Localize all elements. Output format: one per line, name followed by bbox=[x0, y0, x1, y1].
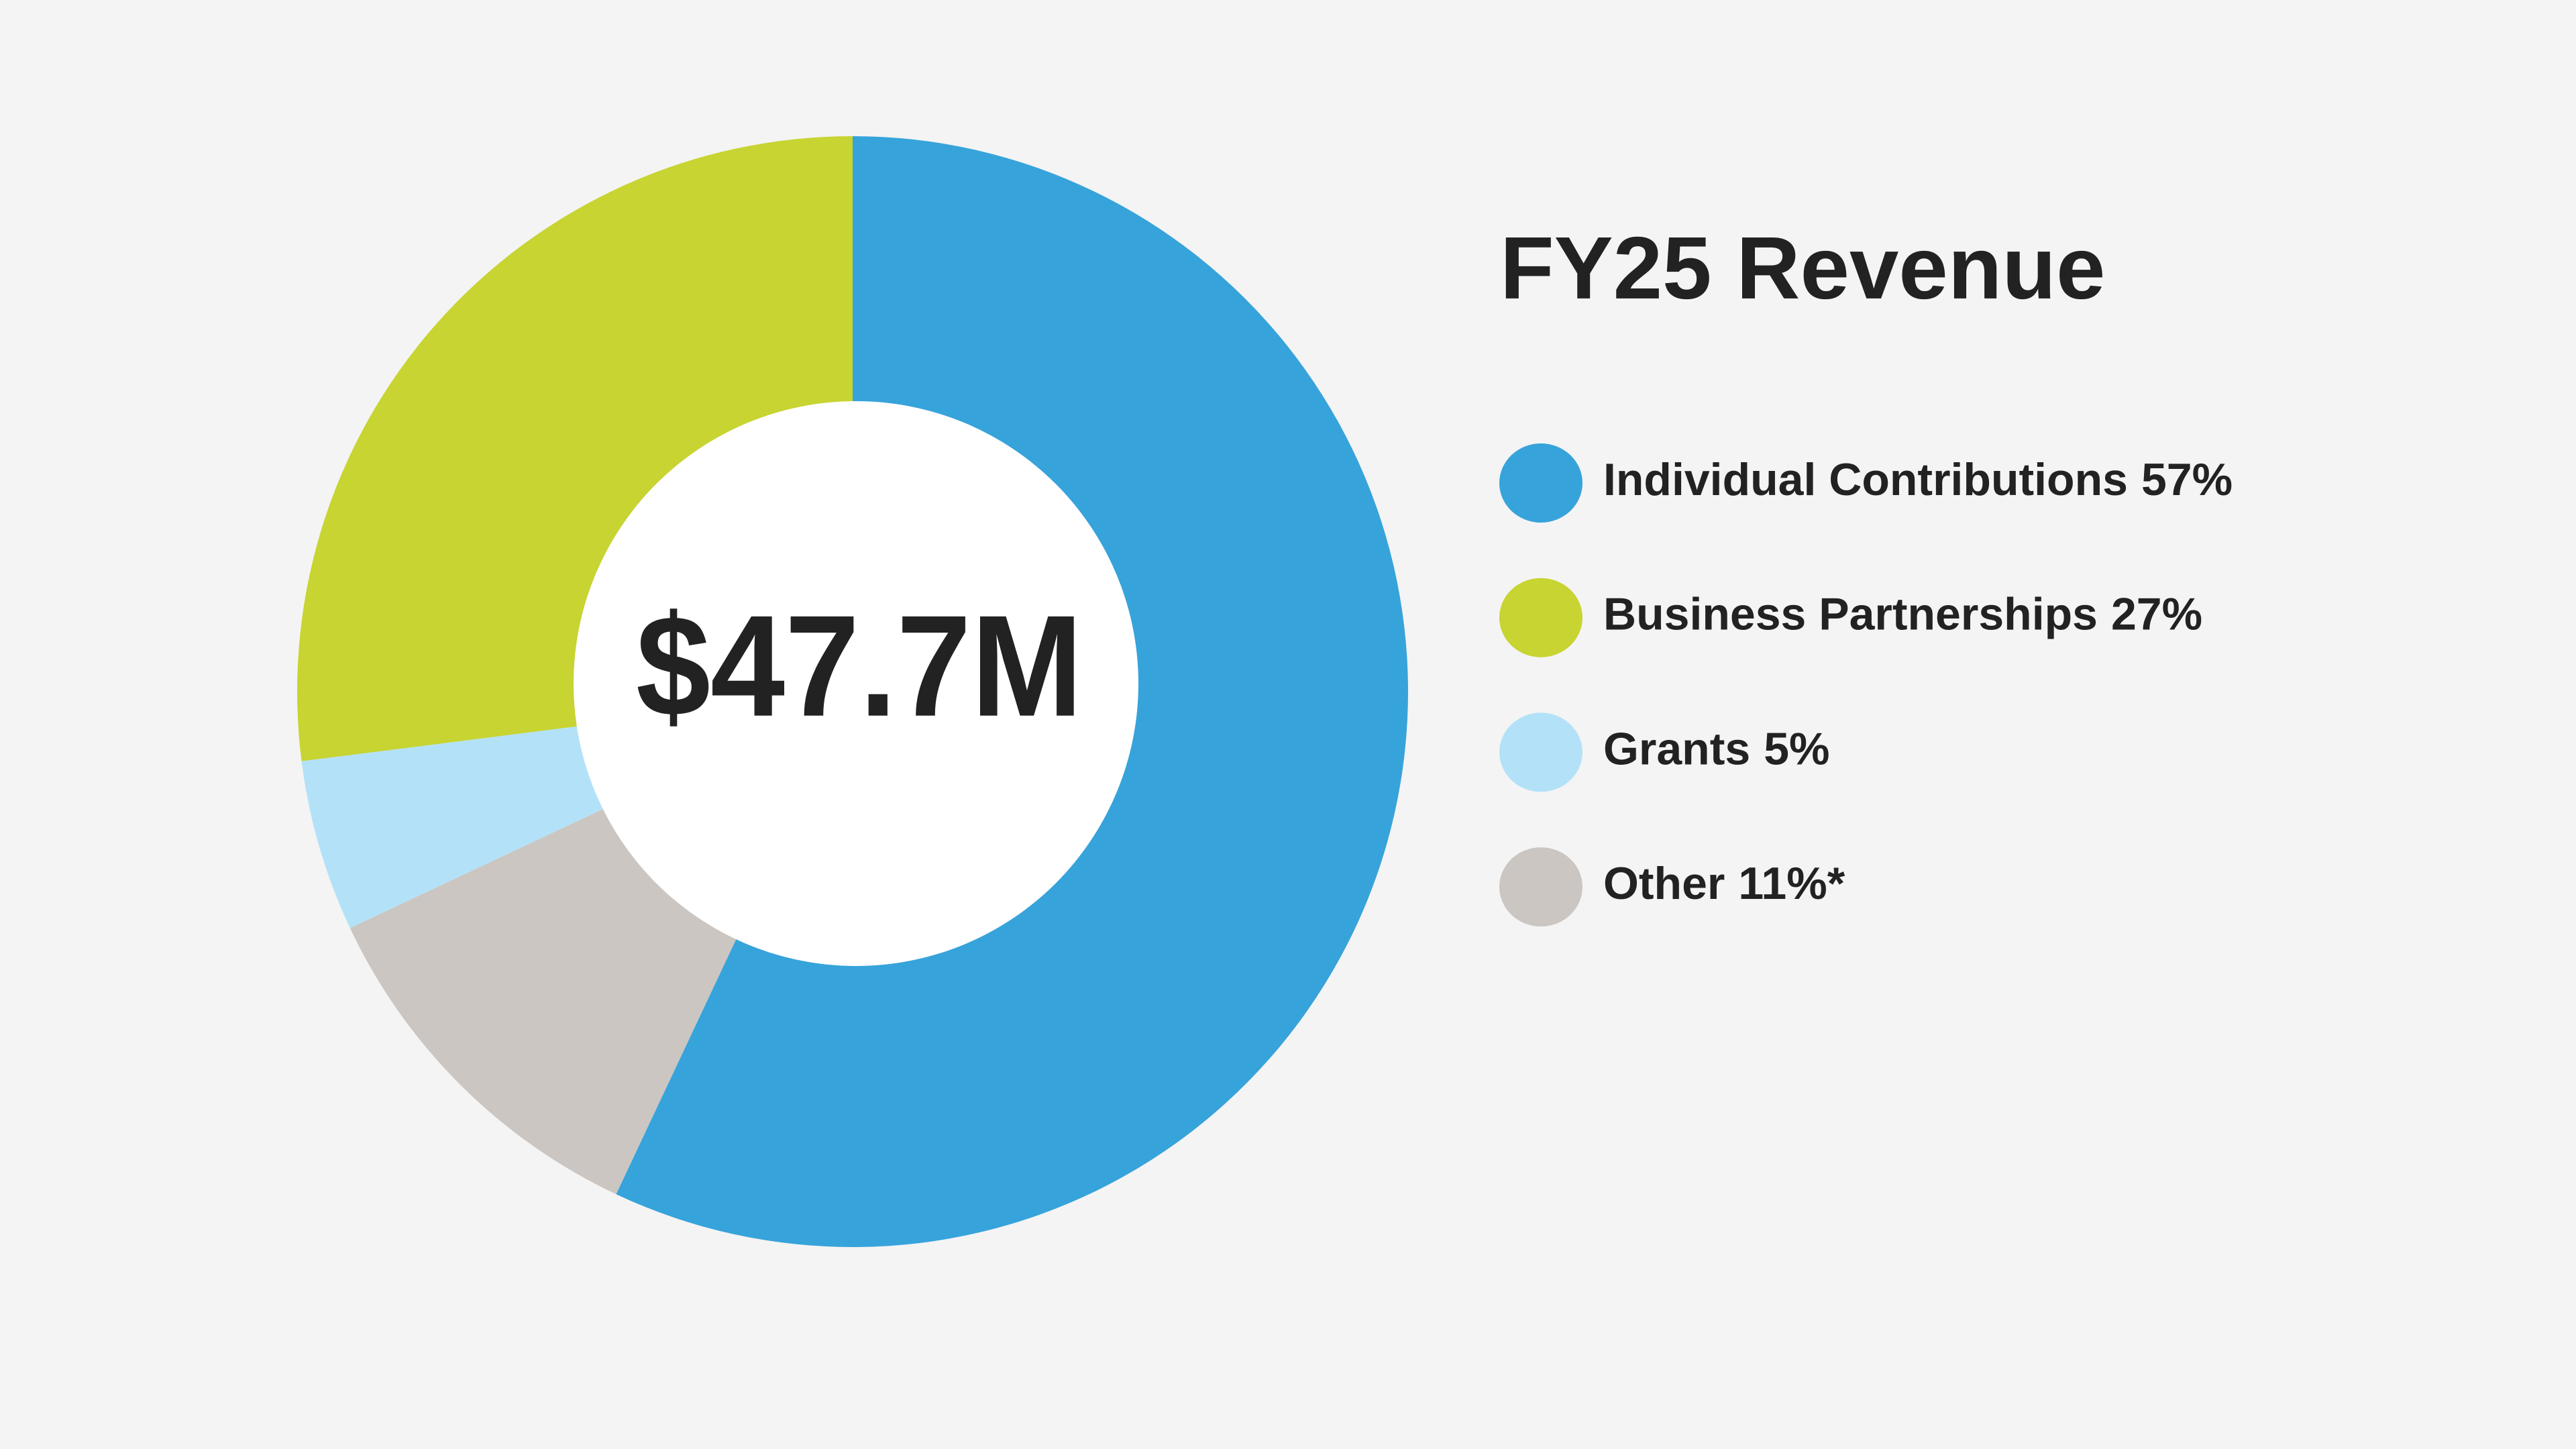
legend-category: Grants bbox=[1603, 723, 1750, 774]
legend-label: Other 11%* bbox=[1603, 858, 1845, 909]
donut-hole bbox=[574, 401, 1138, 966]
legend-value: 5% bbox=[1764, 723, 1829, 774]
legend-label: Individual Contributions 57% bbox=[1603, 454, 2233, 505]
center-label: $47.7M bbox=[636, 585, 1083, 747]
legend-marker bbox=[1499, 443, 1582, 523]
legend-marker bbox=[1499, 578, 1582, 657]
legend-label: Business Partnerships 27% bbox=[1603, 589, 2202, 640]
legend-label: Grants 5% bbox=[1603, 723, 1829, 774]
legend-category: Individual Contributions bbox=[1603, 454, 2128, 505]
legend-value: 27% bbox=[2111, 589, 2202, 640]
legend-value: 11%* bbox=[1738, 858, 1845, 909]
legend-category: Business Partnerships bbox=[1603, 589, 2098, 640]
legend-marker bbox=[1499, 847, 1582, 927]
legend-value: 57% bbox=[2141, 454, 2233, 505]
legend-marker bbox=[1499, 712, 1582, 792]
legend: Individual Contributions 57% Business Part… bbox=[1499, 443, 2233, 927]
legend-category: Other bbox=[1603, 858, 1725, 909]
chart-title: FY25 Revenue bbox=[1500, 219, 2105, 317]
